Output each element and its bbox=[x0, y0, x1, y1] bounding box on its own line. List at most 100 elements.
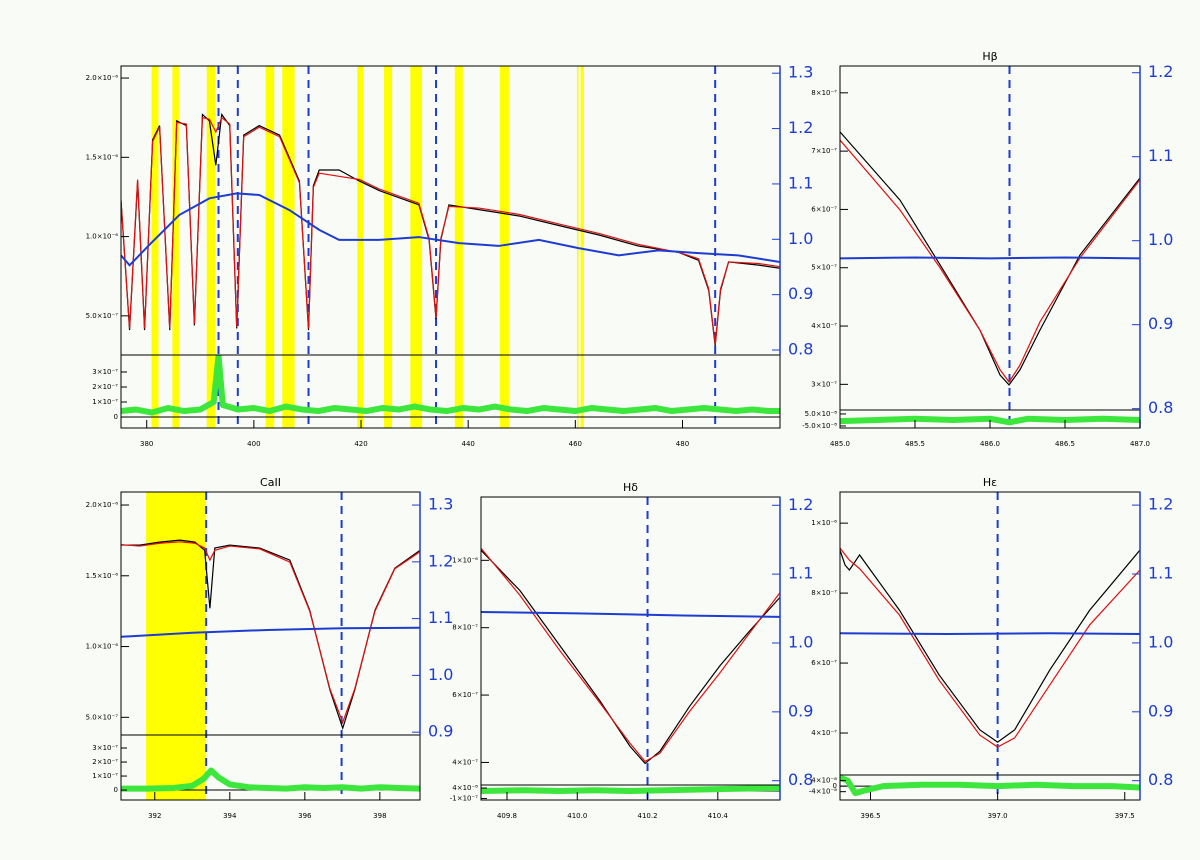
y2-tick-label: 1.0 bbox=[1148, 230, 1173, 249]
y-tick-label: 2.0×10⁻⁶ bbox=[86, 74, 119, 82]
y2-tick-label: 1.1 bbox=[1148, 146, 1173, 165]
spectrum-line bbox=[481, 611, 780, 618]
main-plot bbox=[121, 539, 420, 731]
y-tick-label: 8×10⁻⁷ bbox=[811, 89, 837, 97]
y-tick-label: 6×10⁻⁷ bbox=[811, 205, 837, 213]
residual-line bbox=[481, 785, 780, 794]
panel-title: Hε bbox=[983, 476, 997, 489]
residual-tick-label: 0 bbox=[833, 782, 837, 790]
y2-tick-label: 1.3 bbox=[428, 495, 453, 514]
x-tick-label: 486.0 bbox=[980, 440, 1000, 448]
y2-tick-label: 1.0 bbox=[1148, 632, 1173, 651]
plot-frame bbox=[839, 491, 1141, 801]
y2-tick-label: 0.9 bbox=[1148, 701, 1173, 720]
main-plot bbox=[121, 112, 780, 347]
fit-band bbox=[499, 66, 509, 428]
x-tick-label: 397.0 bbox=[988, 812, 1008, 820]
y2-tick-label: 1.0 bbox=[428, 665, 453, 684]
main-plot bbox=[481, 547, 780, 765]
y2-tick-label: 1.2 bbox=[788, 495, 813, 514]
spectrum-line bbox=[840, 549, 1140, 743]
x-tick-label: 410.0 bbox=[567, 812, 587, 820]
spectrum-line bbox=[481, 549, 780, 765]
y-tick-label: 5.0×10⁻⁷ bbox=[86, 312, 119, 320]
y2-tick-label: 1.0 bbox=[788, 229, 813, 248]
x-tick-label: 400 bbox=[247, 440, 260, 448]
residual-tick-label: 3×10⁻⁷ bbox=[92, 744, 118, 752]
y-tick-label: 6×10⁻⁷ bbox=[811, 659, 837, 667]
main-plot bbox=[840, 131, 1140, 386]
y2-tick-label: 1.1 bbox=[788, 564, 813, 583]
residual-tick-label: 5.0×10⁻⁸ bbox=[805, 410, 838, 418]
x-tick-label: 460 bbox=[569, 440, 582, 448]
fit-band bbox=[454, 66, 463, 428]
y2-tick-label: 0.9 bbox=[788, 284, 813, 303]
x-tick-label: 485.5 bbox=[905, 440, 925, 448]
y-tick-label: 3×10⁻⁷ bbox=[811, 380, 837, 388]
y2-tick-label: 1.2 bbox=[1148, 62, 1173, 81]
y-tick-label: 2.0×10⁻⁶ bbox=[86, 501, 119, 509]
residual-tick-label: 2×10⁻⁷ bbox=[92, 758, 118, 766]
spectrum-line bbox=[121, 112, 780, 347]
y2-tick-label: 1.3 bbox=[788, 63, 813, 82]
fit-band bbox=[265, 66, 275, 428]
residual-tick-label: -4×10⁻⁸ bbox=[809, 788, 837, 796]
x-tick-label: 486.5 bbox=[1055, 440, 1075, 448]
x-tick-label: 409.8 bbox=[497, 812, 517, 820]
y-tick-label: 1.5×10⁻⁶ bbox=[86, 153, 119, 161]
residual-tick-label: 2×10⁻⁷ bbox=[92, 383, 118, 391]
residual-plot bbox=[121, 767, 420, 792]
spectrum-line bbox=[121, 541, 420, 724]
x-tick-label: 398 bbox=[373, 812, 386, 820]
y2-tick-label: 1.0 bbox=[788, 632, 813, 651]
residual-line bbox=[121, 355, 780, 416]
y2-tick-label: 1.1 bbox=[788, 173, 813, 192]
residual-line bbox=[840, 415, 1140, 426]
x-tick-label: 380 bbox=[140, 440, 153, 448]
x-tick-label: 396 bbox=[298, 812, 312, 820]
residual-plot bbox=[840, 415, 1140, 426]
main-plot bbox=[840, 547, 1140, 748]
y-tick-label: 1.5×10⁻⁶ bbox=[86, 572, 119, 580]
fit-band bbox=[580, 66, 584, 428]
y-tick-label: 4×10⁻⁷ bbox=[811, 322, 837, 330]
spectrum-line bbox=[840, 632, 1140, 635]
y-tick-label: 1.0×10⁻⁶ bbox=[86, 233, 119, 241]
y2-tick-label: 1.2 bbox=[788, 118, 813, 137]
y-tick-label: 1×10⁻⁶ bbox=[811, 519, 837, 527]
spectrum-line bbox=[121, 626, 420, 638]
panel-title: CaII bbox=[260, 476, 281, 489]
residual-line bbox=[840, 775, 1140, 797]
x-tick-label: 394 bbox=[223, 812, 237, 820]
fit-band bbox=[206, 66, 216, 428]
fit-band bbox=[146, 492, 207, 800]
spectrum-line bbox=[121, 116, 780, 345]
y-tick-label: 5×10⁻⁷ bbox=[811, 264, 837, 272]
y2-tick-label: 0.8 bbox=[788, 770, 813, 789]
x-tick-label: 480 bbox=[676, 440, 689, 448]
x-tick-label: 410.2 bbox=[638, 812, 658, 820]
spectrum-line bbox=[840, 256, 1140, 260]
fit-band bbox=[172, 66, 179, 428]
residual-tick-label: 3×10⁻⁷ bbox=[92, 368, 118, 376]
y2-tick-label: 1.1 bbox=[1148, 563, 1173, 582]
spectrum-line bbox=[840, 547, 1140, 748]
fit-band bbox=[151, 66, 159, 428]
x-tick-label: 487.0 bbox=[1130, 440, 1150, 448]
spectrum-line bbox=[121, 192, 780, 267]
x-tick-label: 485.0 bbox=[830, 440, 850, 448]
spectrum-line bbox=[481, 547, 780, 763]
residual-tick-label: 0 bbox=[114, 413, 118, 421]
panel-title: Hδ bbox=[623, 481, 638, 494]
x-tick-label: 397.5 bbox=[1115, 812, 1135, 820]
y2-tick-label: 0.8 bbox=[1148, 398, 1173, 417]
residual-tick-label: 4×10⁻⁸ bbox=[811, 777, 837, 785]
y2-tick-label: 1.1 bbox=[428, 608, 453, 627]
y-tick-label: 5.0×10⁻⁷ bbox=[86, 713, 119, 721]
x-tick-label: 392 bbox=[148, 812, 161, 820]
residual-plot bbox=[481, 785, 780, 794]
residual-tick-label: 1×10⁻⁷ bbox=[92, 398, 118, 406]
spectrum-line bbox=[840, 139, 1140, 384]
y-tick-label: 8×10⁻⁷ bbox=[811, 589, 837, 597]
